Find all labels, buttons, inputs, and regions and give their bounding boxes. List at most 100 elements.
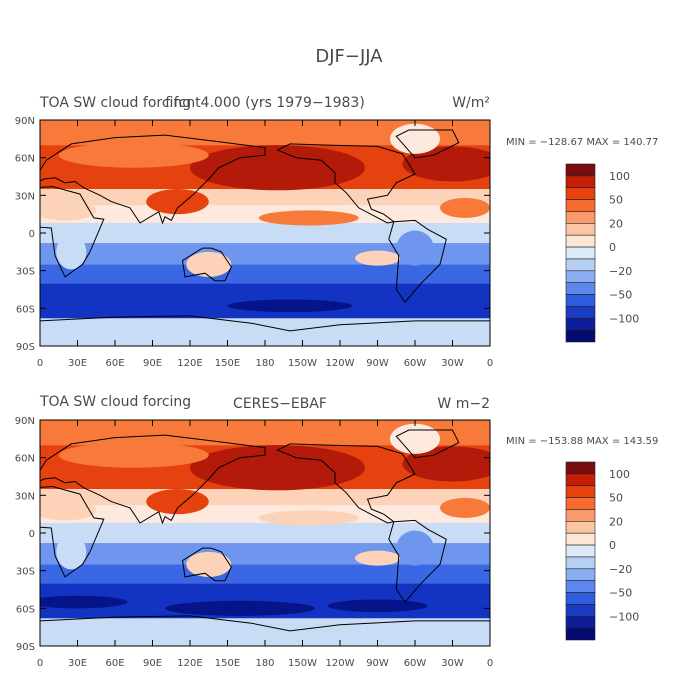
colorbar-label: 20 bbox=[609, 217, 623, 230]
coast-north-america bbox=[276, 443, 416, 524]
field-band-subtropic-n bbox=[40, 489, 490, 506]
lon-axis: 0 30E 60E 90E 120E 150E 180 150W 120W 90W 60W 30W 0 bbox=[37, 420, 493, 669]
lon-tick-label: 150E bbox=[215, 358, 240, 369]
colorbar-swatch bbox=[565, 627, 596, 641]
colorbar-label: −20 bbox=[609, 265, 632, 278]
field-blob-etp bbox=[258, 210, 359, 226]
colorbar-swatch bbox=[565, 604, 596, 617]
colorbar: 100 50 20 0 −20 −50 −100 bbox=[565, 163, 639, 343]
coast-australia bbox=[181, 247, 232, 282]
lon-tick-label: 30E bbox=[68, 358, 87, 369]
field-blob-natlantic bbox=[402, 146, 490, 182]
lon-tick-label: 30W bbox=[441, 358, 464, 369]
lat-tick-label: 60S bbox=[16, 604, 35, 615]
field-blob-eatlantic bbox=[440, 497, 490, 518]
coast-north-america bbox=[276, 143, 416, 224]
lon-tick-label: 60E bbox=[105, 358, 124, 369]
panel-title-left: TOA SW cloud forcing bbox=[39, 394, 191, 410]
colorbar-label: 50 bbox=[609, 492, 623, 505]
lat-tick-label: 90S bbox=[16, 642, 35, 653]
colorbar-swatch bbox=[565, 509, 596, 522]
lon-tick-label: 60W bbox=[404, 358, 427, 369]
lat-tick-label: 30N bbox=[15, 491, 35, 502]
lon-tick-label: 180 bbox=[255, 358, 274, 369]
field-blob-npacific bbox=[190, 145, 365, 191]
coast-south-america bbox=[388, 219, 447, 303]
lat-tick-label: 90N bbox=[15, 416, 35, 427]
lon-tick-label: 150W bbox=[288, 358, 317, 369]
coastlines bbox=[40, 129, 490, 346]
field-blob-amazon bbox=[396, 230, 434, 266]
lat-tick-label: 30S bbox=[16, 567, 35, 578]
colorbar-label: 50 bbox=[609, 194, 623, 207]
colorbar-swatch bbox=[565, 306, 596, 319]
colorbar-swatch bbox=[565, 473, 596, 487]
coast-greenland bbox=[395, 429, 460, 459]
colorbar-label: 0 bbox=[609, 241, 616, 254]
lat-tick-label: 0 bbox=[29, 529, 35, 540]
lon-tick-label: 120E bbox=[177, 358, 202, 369]
field-blob-so-1 bbox=[227, 299, 353, 313]
colorbar: 100 50 20 0 −20 −50 −100 bbox=[565, 461, 639, 641]
colorbar-swatch bbox=[565, 270, 596, 283]
field-blob-peru bbox=[355, 550, 400, 566]
lon-tick-label: 60W bbox=[404, 658, 427, 669]
field-band-subtropic-s bbox=[40, 264, 490, 284]
field-band-subtropic-s bbox=[40, 564, 490, 584]
colorbar-swatch bbox=[565, 175, 596, 189]
lon-tick-label: 30W bbox=[441, 658, 464, 669]
coastlines bbox=[40, 429, 490, 646]
lon-tick-label: 150E bbox=[215, 658, 240, 669]
lon-tick-label: 90E bbox=[143, 358, 162, 369]
colorbar-swatch bbox=[565, 568, 596, 581]
field-blob-siberia bbox=[58, 142, 209, 168]
field-band-tropic-n bbox=[40, 205, 490, 223]
map-field bbox=[40, 120, 490, 346]
lon-tick-label: 30E bbox=[68, 658, 87, 669]
lat-tick-label: 90S bbox=[16, 342, 35, 353]
lon-axis: 0 30E 60E 90E 120E 150E 180 150W 120W 90W 60W 30W 0 bbox=[37, 120, 493, 369]
panel-units: W m−2 bbox=[437, 396, 490, 412]
colorbar-swatch bbox=[565, 485, 596, 498]
lon-tick-label: 90E bbox=[143, 658, 162, 669]
colorbar-swatch bbox=[565, 615, 596, 629]
colorbar-swatch bbox=[565, 234, 596, 248]
colorbar-label: 0 bbox=[609, 539, 616, 552]
coast-europe-asia bbox=[40, 134, 266, 225]
colorbar-swatch bbox=[565, 163, 596, 177]
field-blob-greenland bbox=[390, 123, 440, 154]
field-blob-etp bbox=[258, 510, 359, 526]
coast-greenland bbox=[395, 129, 460, 159]
colorbar-label: 100 bbox=[609, 170, 630, 183]
field-blob-so-3 bbox=[40, 595, 128, 609]
field-blob-so-2 bbox=[327, 599, 428, 613]
field-blob-siberia bbox=[58, 442, 209, 468]
figure-title: DJF−JJA bbox=[315, 46, 383, 67]
coast-antarctica bbox=[40, 615, 490, 646]
colorbar-swatch bbox=[565, 258, 596, 272]
lon-tick-label: 180 bbox=[255, 658, 274, 669]
lat-tick-label: 60N bbox=[15, 454, 35, 465]
colorbar-label: −50 bbox=[609, 587, 632, 600]
field-blob-australia bbox=[186, 551, 232, 577]
coast-europe-asia bbox=[40, 434, 266, 525]
lon-tick-label: 0 bbox=[37, 658, 43, 669]
lon-tick-label: 150W bbox=[288, 658, 317, 669]
colorbar-swatch bbox=[565, 282, 596, 295]
field-blob-peru bbox=[355, 250, 400, 266]
lon-tick-label: 90W bbox=[366, 358, 389, 369]
lon-tick-label: 120W bbox=[326, 658, 355, 669]
lat-tick-label: 60S bbox=[16, 304, 35, 315]
colorbar-swatch bbox=[565, 211, 596, 224]
lat-tick-label: 0 bbox=[29, 229, 35, 240]
colorbar-label: −50 bbox=[609, 289, 632, 302]
field-blob-africa-s bbox=[56, 534, 87, 570]
lat-tick-label: 60N bbox=[15, 154, 35, 165]
coast-antarctica bbox=[40, 315, 490, 346]
field-blob-australia bbox=[186, 251, 232, 277]
field-blob-greenland bbox=[390, 423, 440, 454]
field-blob-sahara bbox=[40, 200, 97, 221]
colorbar-swatch bbox=[565, 461, 596, 475]
colorbar-swatch bbox=[565, 199, 596, 212]
lon-tick-label: 0 bbox=[487, 358, 493, 369]
